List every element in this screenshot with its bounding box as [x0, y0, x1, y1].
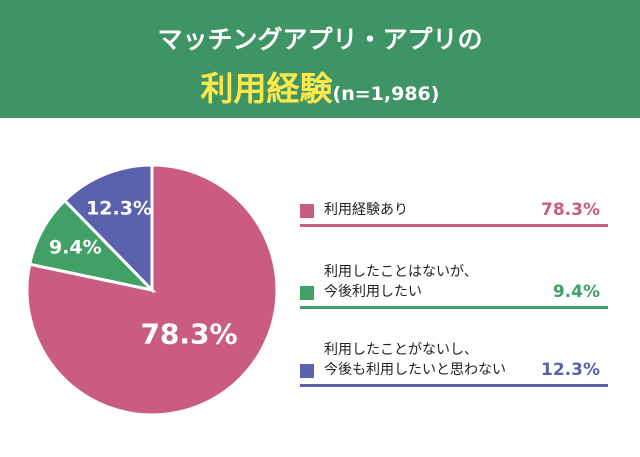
pie-chart: 78.3% 9.4% 12.3% — [25, 163, 279, 417]
legend-swatch — [300, 286, 314, 300]
pie-slice — [62, 163, 154, 294]
title-line: 利用経験(n=1,986) — [0, 62, 640, 110]
slice-label: 12.3% — [86, 197, 152, 219]
pie-slice — [25, 163, 279, 417]
legend-swatch — [300, 204, 314, 218]
title-emphasis: 利用経験 — [200, 69, 333, 108]
legend-label: 利用経験あり — [324, 202, 408, 218]
slice-label: 9.4% — [49, 236, 102, 258]
legend-underline — [300, 384, 608, 387]
legend-label: 利用したことがないし、 今後も利用したいと思わない — [324, 342, 506, 378]
legend-swatch — [300, 364, 314, 378]
legend-underline — [300, 224, 608, 227]
title: マッチングアプリ・アプリの — [157, 25, 483, 54]
value-label: 78.3% — [541, 200, 600, 220]
legend-underline — [300, 306, 608, 309]
slice-label: 78.3% — [140, 318, 237, 351]
sample-size: (n=1,986) — [332, 83, 440, 105]
value-label: 9.4% — [552, 282, 600, 302]
value-label: 12.3% — [541, 360, 600, 380]
header: マッチングアプリ・アプリの 利用経験(n=1,986) — [0, 0, 640, 118]
legend-label: 利用したことはないが、 今後利用したい — [324, 264, 478, 300]
